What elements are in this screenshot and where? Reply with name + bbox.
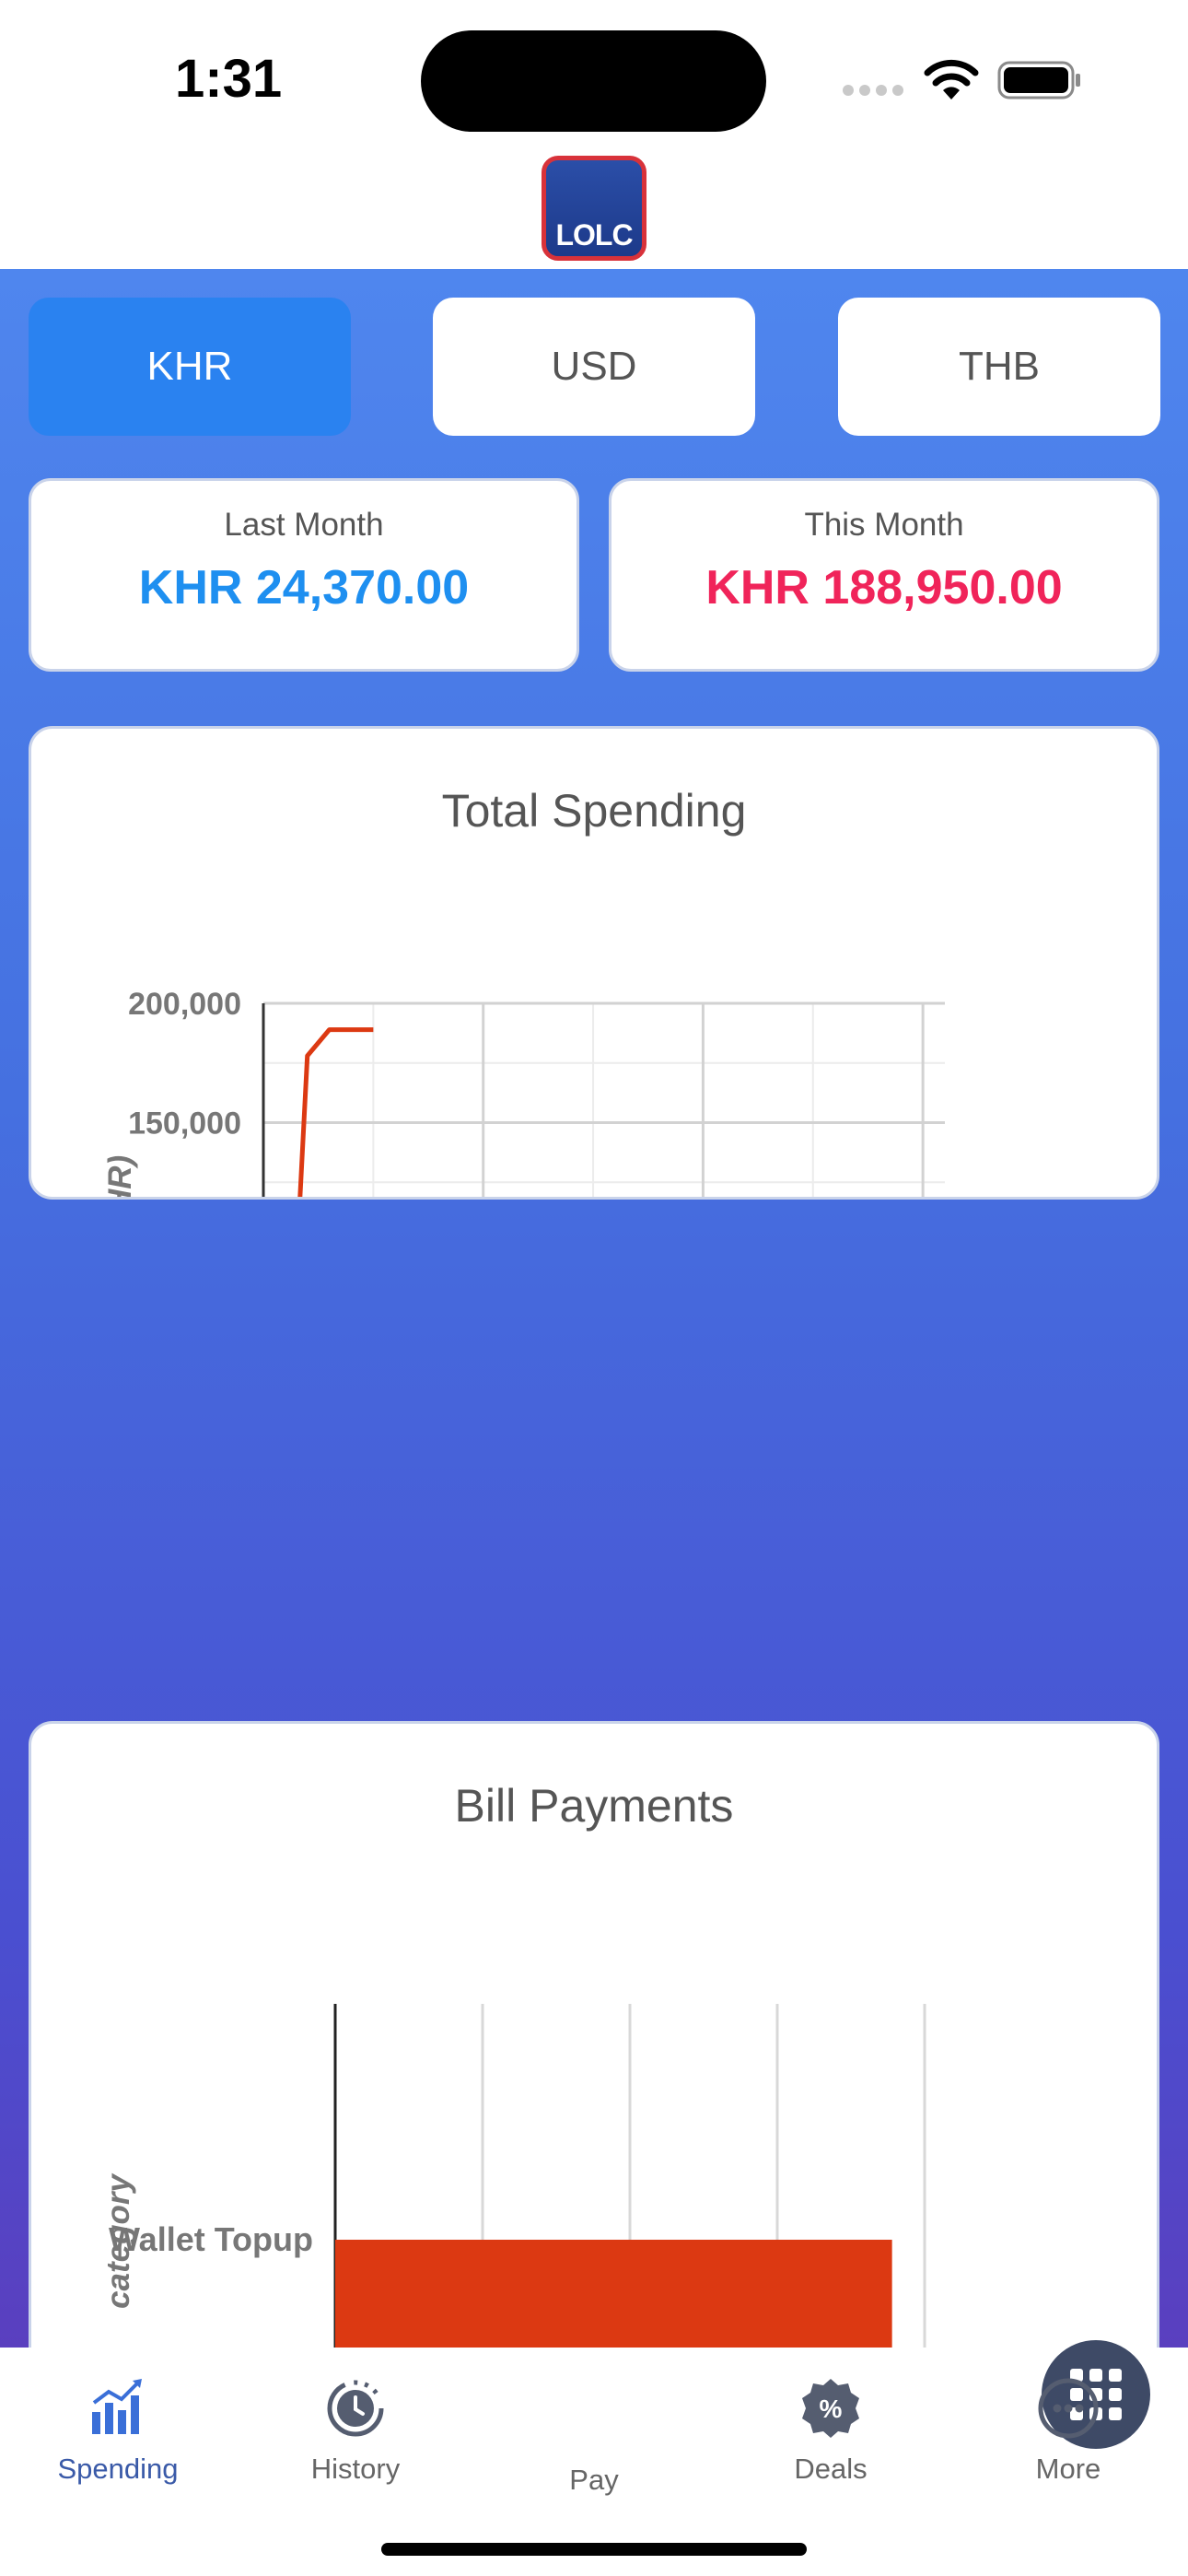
lolc-logo: LOLC: [542, 156, 646, 261]
bar-wallet-topup: [335, 2240, 892, 2348]
y-axis-title: Spending (KHR): [102, 1155, 138, 1200]
series-line-this-month: [297, 1027, 374, 1197]
nav-deals[interactable]: % Deals: [739, 2375, 923, 2513]
this-month-value: KHR 188,950.00: [705, 561, 1063, 615]
bill-payments-title: Bill Payments: [454, 1780, 734, 1832]
status-bar: 1:31: [0, 0, 1188, 147]
last-month-card: Last Month KHR 24,370.00: [29, 478, 579, 672]
currency-tab-usd[interactable]: USD: [433, 298, 755, 436]
total-spending-title: Total Spending: [441, 785, 747, 837]
pay-button[interactable]: [1034, 2333, 1158, 2456]
more-icon: [1038, 2378, 1099, 2439]
main-content[interactable]: KHR USD THB Last Month KHR 24,370.00 Thi…: [0, 269, 1188, 2348]
status-time: 1:31: [175, 49, 283, 109]
last-month-label: Last Month: [224, 507, 384, 543]
cellular-signal-icon: [843, 85, 903, 96]
nav-more-label: More: [1035, 2453, 1101, 2485]
deals-icon: %: [802, 2379, 859, 2438]
nav-pay[interactable]: Pay: [502, 2333, 1158, 2513]
nav-pay-label: Pay: [569, 2464, 619, 2496]
logo-text: LOLC: [555, 218, 633, 252]
currency-tab-khr[interactable]: KHR: [29, 298, 351, 436]
category-label: Wallet Topup: [109, 2220, 313, 2258]
history-icon: [327, 2380, 384, 2437]
y-tick-label: 200,000: [128, 987, 241, 1022]
y-tick-label: 150,000: [128, 1107, 241, 1142]
bottom-nav: Spending History Pay % Deals Mo: [0, 2333, 1188, 2576]
last-month-value: KHR 24,370.00: [138, 561, 470, 615]
home-indicator: [381, 2543, 807, 2556]
nav-more[interactable]: More: [976, 2375, 1160, 2513]
nav-history-label: History: [310, 2453, 401, 2485]
currency-tab-thb[interactable]: THB: [838, 298, 1160, 436]
bill-payments-card: Bill Payments Wallet Topup category: [29, 1721, 1159, 2348]
wifi-icon: [924, 59, 979, 100]
nav-history[interactable]: History: [263, 2375, 448, 2513]
total-spending-card: Total Spending 0 50,000 100,000 150,000 200,…: [29, 726, 1159, 1200]
this-month-label: This Month: [804, 507, 964, 543]
nav-spending[interactable]: Spending: [26, 2375, 210, 2513]
y-axis-title: category: [100, 2173, 136, 2309]
battery-icon: [997, 61, 1080, 100]
app-header: LOLC: [0, 147, 1188, 269]
dynamic-island: [421, 30, 766, 132]
this-month-card: This Month KHR 188,950.00: [609, 478, 1159, 672]
nav-spending-label: Spending: [57, 2453, 179, 2485]
chart-icon: [92, 2379, 142, 2434]
nav-deals-label: Deals: [794, 2453, 868, 2485]
svg-text:%: %: [820, 2395, 843, 2423]
